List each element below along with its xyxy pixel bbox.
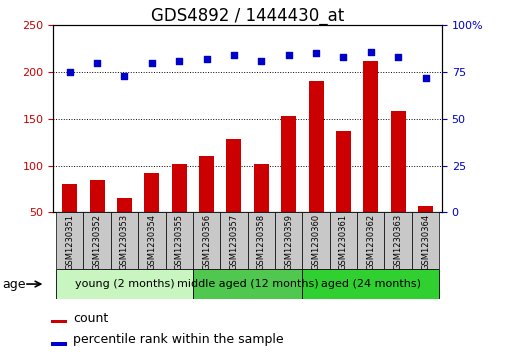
Bar — [89, 180, 105, 259]
Bar — [385, 212, 412, 269]
Bar — [418, 206, 433, 259]
Bar — [83, 212, 111, 269]
Bar — [308, 81, 324, 259]
Point — [422, 75, 430, 81]
Text: age: age — [3, 278, 26, 290]
Bar — [412, 212, 439, 269]
Bar — [166, 212, 193, 269]
Text: GSM1230360: GSM1230360 — [311, 214, 321, 270]
Text: count: count — [73, 312, 108, 325]
Bar — [247, 212, 275, 269]
Point — [203, 56, 211, 62]
Text: percentile rank within the sample: percentile rank within the sample — [73, 333, 283, 346]
Bar — [117, 198, 132, 259]
Text: aged (24 months): aged (24 months) — [321, 279, 421, 289]
Text: GSM1230355: GSM1230355 — [175, 214, 184, 270]
Bar — [391, 111, 406, 259]
Bar — [199, 156, 214, 259]
Bar — [193, 212, 220, 269]
Point — [120, 73, 129, 79]
Bar — [330, 212, 357, 269]
Point — [230, 52, 238, 58]
Bar — [51, 342, 67, 346]
Bar — [302, 269, 439, 299]
Point — [339, 54, 347, 60]
Bar — [227, 139, 241, 259]
Bar — [220, 212, 248, 269]
Bar — [302, 212, 330, 269]
Bar — [56, 212, 83, 269]
Point — [367, 49, 375, 54]
Bar — [51, 319, 67, 323]
Bar — [144, 173, 160, 259]
Bar — [254, 164, 269, 259]
Text: GSM1230354: GSM1230354 — [147, 214, 156, 270]
Bar — [111, 212, 138, 269]
Point — [284, 52, 293, 58]
Bar — [62, 184, 77, 259]
Text: GSM1230359: GSM1230359 — [284, 214, 293, 270]
Bar — [275, 212, 302, 269]
Point — [66, 69, 74, 75]
Point — [394, 54, 402, 60]
Text: GSM1230364: GSM1230364 — [421, 214, 430, 270]
Bar — [336, 131, 351, 259]
Point — [175, 58, 183, 64]
Text: middle aged (12 months): middle aged (12 months) — [177, 279, 319, 289]
Text: GSM1230353: GSM1230353 — [120, 214, 129, 270]
Text: young (2 months): young (2 months) — [75, 279, 174, 289]
Text: GSM1230363: GSM1230363 — [394, 214, 403, 270]
Bar — [193, 269, 302, 299]
Bar — [56, 269, 193, 299]
Text: GSM1230362: GSM1230362 — [366, 214, 375, 270]
Point — [148, 60, 156, 66]
Point — [93, 60, 101, 66]
Text: GSM1230361: GSM1230361 — [339, 214, 348, 270]
Text: GSM1230358: GSM1230358 — [257, 214, 266, 270]
Point — [257, 58, 265, 64]
Bar — [363, 61, 378, 259]
Text: GSM1230351: GSM1230351 — [65, 214, 74, 270]
Bar — [172, 164, 187, 259]
Bar — [138, 212, 166, 269]
Point — [312, 50, 320, 56]
Title: GDS4892 / 1444430_at: GDS4892 / 1444430_at — [151, 7, 344, 25]
Text: GSM1230357: GSM1230357 — [230, 214, 238, 270]
Bar — [281, 116, 296, 259]
Bar — [357, 212, 385, 269]
Text: GSM1230356: GSM1230356 — [202, 214, 211, 270]
Text: GSM1230352: GSM1230352 — [92, 214, 102, 270]
